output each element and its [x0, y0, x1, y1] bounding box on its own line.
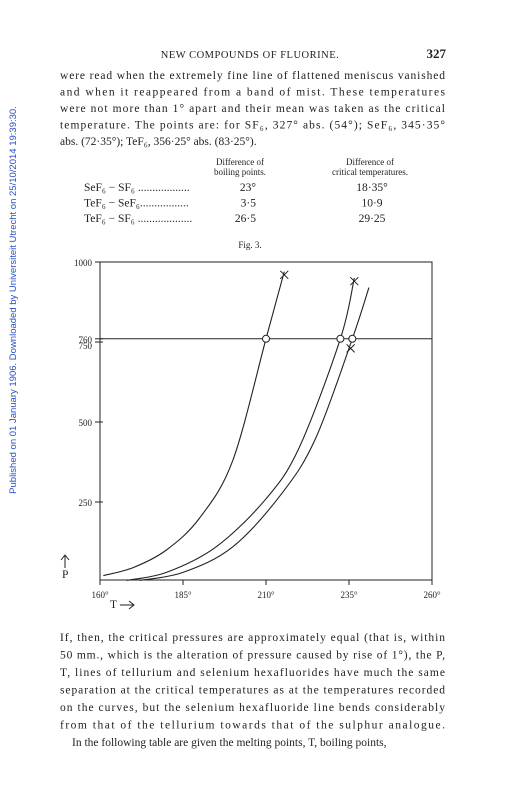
x-tick-label: 235° [340, 590, 358, 600]
x-tick-label: 210° [257, 590, 275, 600]
y-tick-label: 760 [79, 335, 93, 345]
table-cell: TeF₆ − SF₆ ................... [84, 213, 192, 225]
table-header: Difference of [216, 157, 264, 167]
x-axis-label: T [110, 599, 117, 611]
table-cell: 26·5 [235, 213, 256, 225]
y-tick-label: 500 [79, 418, 93, 428]
cross-marker [349, 276, 359, 286]
y-tick-label: 1000 [74, 258, 93, 268]
x-tick-label: 260° [423, 590, 441, 600]
text-line: 50 mm., which is the alteration of press… [60, 650, 445, 662]
table-header: critical temperatures. [332, 167, 408, 177]
curve [103, 271, 285, 577]
table-cell: 29·25 [359, 213, 386, 225]
text-line: on the curves, but the selenium hexafluo… [60, 702, 445, 714]
text-line: If, then, the critical pressures are app… [60, 632, 445, 644]
text-line: were not more than 1° apart and their me… [60, 103, 445, 115]
arrow [120, 600, 135, 610]
text-line: separation at the critical temperatures … [60, 685, 445, 697]
y-tick-label: 250 [79, 498, 93, 508]
x-tick-label: 185° [174, 590, 192, 600]
table-cell: 10·9 [361, 198, 382, 210]
text-line: abs. (72·35°); TeF₆, 356·25° abs. (83·25… [60, 136, 257, 148]
cross-marker [279, 270, 289, 280]
plot-frame [99, 261, 433, 581]
y-axis-label: P [62, 569, 68, 581]
table-cell: 18·35° [356, 182, 388, 194]
text-line: In the following table are given the mel… [72, 737, 387, 749]
text-line: were read when the extremely fine line o… [60, 70, 445, 82]
table-cell: TeF₆ − SeF₆................. [84, 198, 189, 210]
table-header: boiling points. [214, 167, 266, 177]
critical-point [336, 334, 345, 343]
critical-point [348, 334, 357, 343]
critical-point [262, 334, 270, 343]
table-cell: SeF₆ − SF₆ .................. [84, 182, 190, 194]
cross-marker [346, 344, 356, 353]
text-line: temperature. The points are: for SF₆, 32… [60, 120, 445, 132]
text-line: from that of the tellurium towards that … [60, 720, 445, 732]
side-note: Published on 01 January 1906. Downloaded… [8, 106, 19, 494]
arrow [60, 554, 70, 568]
page-number: 327 [427, 46, 447, 61]
text-line: T, lines of tellurium and selenium hexaf… [60, 667, 445, 679]
running-header: NEW COMPOUNDS OF FLUORINE. [161, 50, 340, 61]
y-tick-label: 750 [79, 341, 93, 351]
curve [139, 287, 370, 581]
table-header: Difference of [346, 157, 394, 167]
x-tick-label: 160° [91, 590, 109, 600]
table-cell: 23° [240, 182, 257, 194]
figure-caption: Fig. 3. [238, 240, 261, 250]
text-line: and when it reappeared from a band of mi… [60, 87, 446, 99]
table-cell: 3·5 [241, 198, 257, 210]
